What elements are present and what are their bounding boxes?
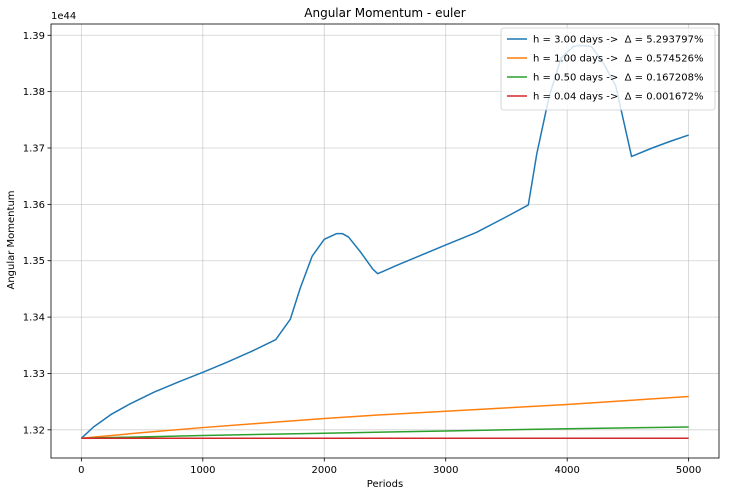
- legend-entry-label: h = 1.00 days -> Δ = 0.574526%: [533, 54, 703, 65]
- series-line-3: [81, 426, 689, 440]
- axis-ticks: 0 1000 2000 3000 4000 5000 1.32 1.33 1.34 1.35 1.3…: [23, 31, 702, 476]
- y-axis-offset-label: 1e44: [51, 11, 76, 22]
- x-tick-label: 4000: [554, 465, 579, 476]
- y-tick-label: 1.36: [23, 200, 45, 211]
- legend-entry-label: h = 0.50 days -> Δ = 0.167208%: [533, 73, 703, 84]
- legend: h = 3.00 days -> Δ = 5.293797% h = 1.00 d…: [500, 27, 716, 111]
- y-tick-label: 1.33: [23, 369, 45, 380]
- y-tick-label: 1.39: [23, 31, 45, 42]
- chart-title: Angular Momentum - euler: [304, 6, 466, 20]
- x-tick-label: 2000: [312, 465, 337, 476]
- plot-area-frame: [50, 23, 720, 459]
- y-axis-label: Angular Momentum: [6, 190, 17, 289]
- grid: [51, 24, 719, 458]
- y-tick-label: 1.32: [23, 425, 45, 436]
- x-axis-label: Periods: [367, 479, 403, 490]
- legend-box: [500, 27, 716, 111]
- x-tick-label: 5000: [676, 465, 701, 476]
- y-tick-label: 1.34: [23, 313, 45, 324]
- y-tick-label: 1.37: [23, 144, 45, 155]
- x-tick-label: 1000: [190, 465, 215, 476]
- y-tick-label: 1.35: [23, 256, 45, 267]
- x-tick-label: 3000: [433, 465, 458, 476]
- x-tick-label: 0: [78, 465, 84, 476]
- y-tick-label: 1.38: [23, 87, 45, 98]
- legend-entry-label: h = 3.00 days -> Δ = 5.293797%: [533, 35, 703, 46]
- legend-entry-label: h = 0.04 days -> Δ = 0.001672%: [533, 92, 703, 103]
- series-line-2: [81, 395, 689, 440]
